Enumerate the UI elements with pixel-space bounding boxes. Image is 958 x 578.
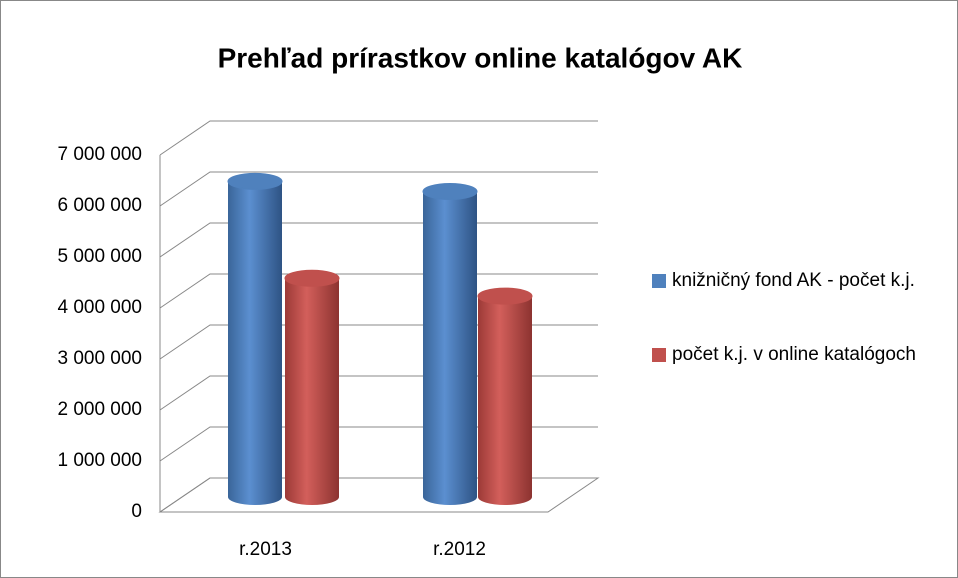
cylinder-top: [422, 183, 478, 201]
cylinder: [423, 191, 477, 505]
legend-item: knižničný fond AK - počet k.j.: [652, 266, 952, 296]
x-tick-label: r.2013: [239, 539, 292, 560]
y-tick-label: 1 000 000: [57, 450, 142, 471]
cylinder-top: [284, 269, 340, 287]
cylinder: [285, 278, 339, 505]
chart-title: Prehľad prírastkov online katalógov AK: [218, 42, 743, 73]
grid-line: [159, 120, 598, 156]
cylinder: [228, 181, 282, 505]
y-tick-label: 2 000 000: [57, 399, 142, 420]
x-tick-label: r.2012: [433, 539, 486, 560]
y-tick-label: 0: [131, 501, 142, 522]
legend-label: počet k.j. v online katalógoch: [672, 344, 916, 365]
y-tick-label: 5 000 000: [57, 246, 142, 267]
y-tick-label: 4 000 000: [57, 297, 142, 318]
legend-swatch: [652, 274, 666, 288]
y-tick-label: 7 000 000: [57, 144, 142, 165]
legend-item: počet k.j. v online katalógoch: [652, 340, 952, 370]
legend-label: knižničný fond AK - počet k.j.: [672, 270, 915, 291]
cylinder-top: [477, 287, 533, 305]
y-tick-label: 6 000 000: [57, 195, 142, 216]
y-tick-label: 3 000 000: [57, 348, 142, 369]
cylinder: [478, 296, 532, 505]
legend-swatch: [652, 348, 666, 362]
cylinder-top: [227, 172, 283, 190]
grid-line: [159, 171, 598, 207]
